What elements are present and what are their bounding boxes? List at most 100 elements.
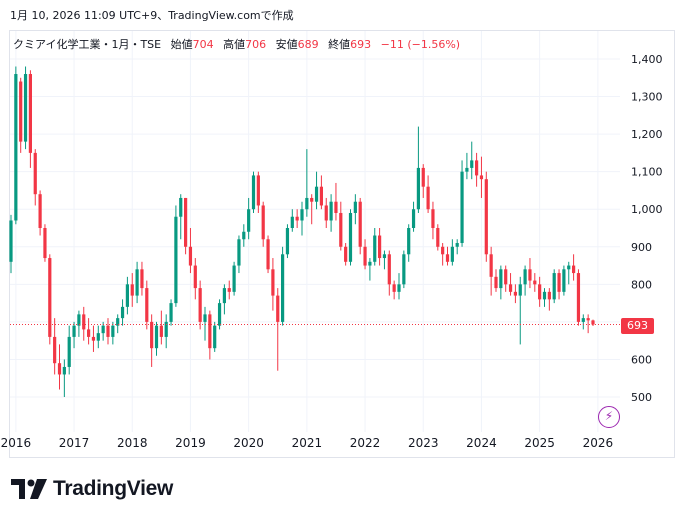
candle-body: [67, 336, 71, 367]
y-tick-label: 800: [631, 278, 652, 291]
candle-body: [96, 333, 100, 341]
candle-body: [319, 186, 323, 206]
candle-body: [310, 197, 314, 202]
candle-body: [363, 246, 367, 266]
candle-body: [169, 303, 173, 322]
ohlc-legend: クミアイ化学工業・1月・TSE 始値704 高値706 安値689 終値693 …: [13, 36, 460, 52]
candle-body: [33, 152, 37, 195]
candle-body: [164, 321, 168, 337]
candle-body: [518, 284, 522, 296]
candle-body: [290, 216, 294, 228]
candle-body: [339, 212, 343, 247]
candle-body: [28, 74, 32, 153]
candle-body: [499, 269, 503, 289]
open-value: 704: [192, 38, 214, 51]
tradingview-logo: TradingView: [11, 477, 173, 501]
candle-body: [591, 320, 595, 325]
candle-body: [135, 269, 139, 296]
candle-body: [43, 228, 47, 259]
candle-body: [237, 239, 241, 266]
candle-body: [266, 239, 270, 270]
candle-body: [397, 284, 401, 292]
candle-body: [494, 276, 498, 289]
time-axis: 2016 2017 2018 2019 2020 2021 2022 2023 2024 2025…: [1, 436, 614, 450]
candle-body: [295, 216, 299, 221]
brand-name: TradingView: [53, 477, 174, 500]
candle-body: [358, 201, 362, 247]
candle-body: [188, 246, 193, 266]
candle-body: [581, 318, 585, 322]
candle-body: [411, 209, 416, 228]
candle-body: [567, 265, 571, 270]
x-tick-label: 2024: [466, 436, 497, 450]
open-label: 始値: [170, 38, 193, 51]
candle-body: [193, 265, 197, 289]
x-tick-label: 2018: [117, 436, 148, 450]
lightning-icon[interactable]: ⚡: [598, 406, 620, 428]
candle-body: [19, 81, 23, 142]
candle-body: [174, 216, 178, 304]
candle-body: [441, 246, 445, 255]
candle-body: [382, 254, 387, 259]
candle-body: [48, 258, 52, 337]
candle-body: [353, 201, 357, 213]
candle-body: [572, 265, 576, 274]
candle-body: [23, 74, 28, 142]
last-price-badge: 693: [621, 318, 654, 334]
candle-body: [542, 291, 547, 300]
candle-body: [436, 228, 440, 247]
change-value: −11 (−1.56%): [380, 38, 461, 51]
high-label: 高値: [223, 38, 246, 51]
candle-body: [91, 336, 96, 341]
candle-body: [159, 325, 163, 337]
candle-body: [484, 179, 488, 255]
candle-body: [421, 167, 425, 187]
candle-body: [300, 209, 304, 221]
candle-body: [368, 261, 372, 266]
y-tick-label: 1,200: [631, 128, 663, 141]
candle-body: [145, 288, 149, 322]
candle-body: [106, 325, 110, 337]
x-tick-label: 2023: [408, 436, 439, 450]
y-tick-label: 1,000: [631, 203, 663, 216]
candle-body: [431, 209, 435, 228]
candle-body: [552, 273, 556, 300]
candle-body: [402, 254, 406, 285]
candle-body: [470, 160, 474, 168]
candle-body: [334, 201, 338, 213]
candle-body: [72, 325, 76, 337]
x-tick-label: 2017: [59, 436, 90, 450]
candle-body: [125, 284, 129, 307]
candle-body: [475, 160, 479, 176]
grid-lines: [10, 31, 620, 432]
candle-body: [256, 175, 260, 206]
candle-body: [538, 284, 542, 300]
candle-body: [62, 366, 66, 375]
candle-body: [513, 291, 517, 296]
candle-body: [101, 325, 105, 334]
candle-body: [38, 194, 42, 228]
candle-body: [504, 269, 508, 285]
chart-caption: 1月 10, 2026 11:09 UTC+9、TradingView.comで…: [10, 9, 294, 22]
candle-body: [140, 269, 144, 289]
candle-body: [344, 246, 348, 262]
y-tick-label: 1,300: [631, 91, 663, 104]
candle-body: [479, 175, 484, 180]
y-tick-label: 1,400: [631, 53, 663, 66]
candle-body: [154, 325, 159, 349]
candle-body: [387, 254, 391, 285]
symbol-label: クミアイ化学工業・1月・TSE: [13, 38, 162, 51]
x-tick-label: 2020: [233, 436, 264, 450]
candle-body: [251, 175, 256, 210]
candle-body: [329, 201, 333, 221]
candle-body: [53, 336, 57, 364]
x-tick-label: 2022: [350, 436, 381, 450]
y-tick-label: 600: [631, 353, 652, 366]
candle-body: [120, 306, 125, 319]
candle-body: [450, 246, 454, 262]
candle-body: [130, 284, 134, 296]
candle-body: [528, 269, 532, 281]
candle-body: [203, 314, 207, 322]
